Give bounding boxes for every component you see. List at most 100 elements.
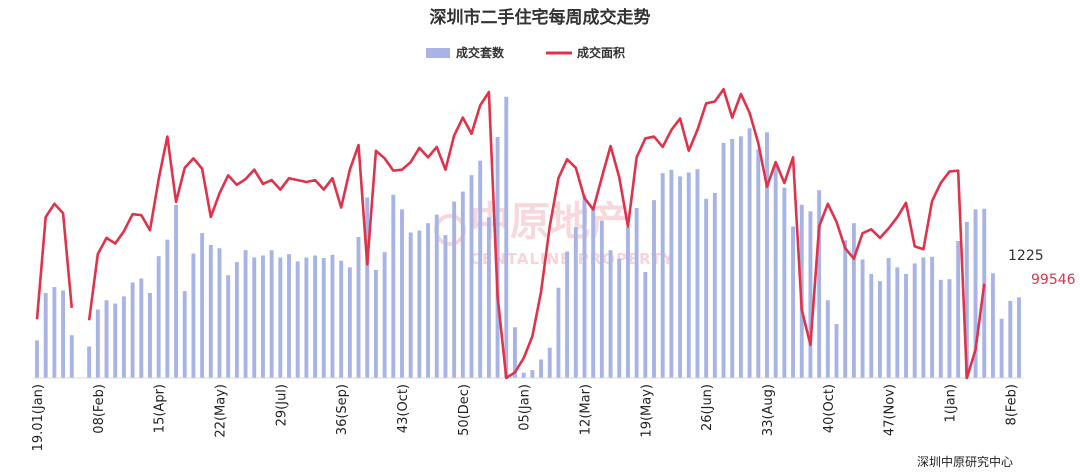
bar [165,239,170,378]
bar [43,293,48,378]
bar [539,359,543,378]
bar [756,149,761,378]
bar [843,240,848,378]
end-label-bar: 1225 [1008,248,1044,264]
bar [174,204,178,378]
bar [252,257,257,378]
x-tick-label: 50(Dec) [457,384,472,436]
bar [573,227,578,378]
bar [208,244,213,378]
bar [878,281,882,378]
bar [434,214,439,378]
bar [947,279,952,378]
bar [408,232,413,378]
bar [382,252,387,378]
bar [704,198,709,378]
x-tick-label: 22(May) [214,384,229,438]
bar [712,192,717,378]
bar [304,257,309,378]
bar [973,209,978,378]
bar [469,175,474,378]
legend-swatch-bar [426,48,450,58]
bar [478,160,483,378]
bar [721,142,726,378]
bar [782,187,787,378]
bar [330,254,335,378]
bar [95,309,100,378]
bar [956,240,961,378]
legend: 成交套数 成交面积 [426,45,625,60]
bar [634,208,639,378]
bar [217,248,222,378]
bar [504,96,509,379]
bar [547,347,552,378]
watermark-logo-icon [434,214,466,246]
x-tick-label: 19(May) [639,384,654,438]
bar [895,267,900,378]
bar [765,132,769,378]
bar [139,278,144,378]
bar [313,255,318,378]
bar [921,257,926,378]
bar-series [35,96,1021,379]
bar [130,282,135,378]
bar [938,279,943,378]
bar [773,163,778,378]
bar [617,258,622,378]
bar [912,263,917,378]
bar [61,290,66,378]
bar [486,217,491,378]
bar [678,176,683,378]
bar [269,250,274,378]
bar [860,259,865,378]
bar [495,136,500,378]
bar [869,273,874,378]
bar [521,372,526,378]
bar [791,226,796,378]
bar [738,136,743,378]
x-tick-label: 36(Sep) [335,384,350,435]
bar [426,223,431,378]
x-tick-label: 1(Jan) [943,384,958,422]
bar [460,191,465,378]
bar [556,287,561,378]
bar [365,197,370,378]
bar [1008,300,1013,378]
x-tick-label: 47(Nov) [883,384,898,436]
x-tick-label: 12(Mar) [578,384,593,435]
bar [391,194,396,378]
bar [321,258,326,378]
bar [669,169,674,378]
bar [625,227,630,378]
legend-label-bar: 成交套数 [456,45,505,60]
bar [582,194,587,378]
bar [191,253,196,378]
bar [443,235,448,378]
x-tick-label: 08(Feb) [92,384,107,434]
bar [599,220,604,378]
bar [990,273,995,378]
bar [243,250,248,378]
bar [260,255,265,378]
bar [400,209,404,378]
bar [930,256,935,378]
line-series [35,87,986,380]
bar [591,206,596,378]
bar [104,300,109,378]
x-axis-ticks: 19.01(Jan) 08(Feb) 15(Apr) 22(May) 29(Jul) 36… [31,384,1019,451]
bar [747,128,752,378]
source-label: 深圳中原研究中心 [917,454,1013,469]
bar [452,201,457,378]
bar [825,300,830,378]
bar [904,273,908,378]
bar [200,233,205,378]
x-tick-label: 15(Apr) [153,384,168,433]
bar [660,173,665,378]
bar [87,346,92,378]
bar [373,269,378,378]
bar [999,318,1004,378]
bar [156,256,161,378]
bar [964,221,969,378]
bar [608,250,613,378]
